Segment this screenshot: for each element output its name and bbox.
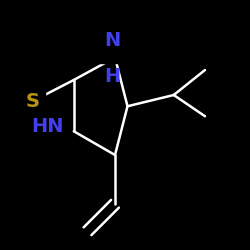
- Bar: [92, 40, 125, 62]
- Text: S: S: [26, 92, 40, 111]
- Text: HN: HN: [31, 117, 64, 136]
- Bar: [29, 121, 69, 144]
- Bar: [20, 90, 45, 112]
- Text: N: N: [104, 31, 120, 50]
- Text: H: H: [104, 68, 120, 86]
